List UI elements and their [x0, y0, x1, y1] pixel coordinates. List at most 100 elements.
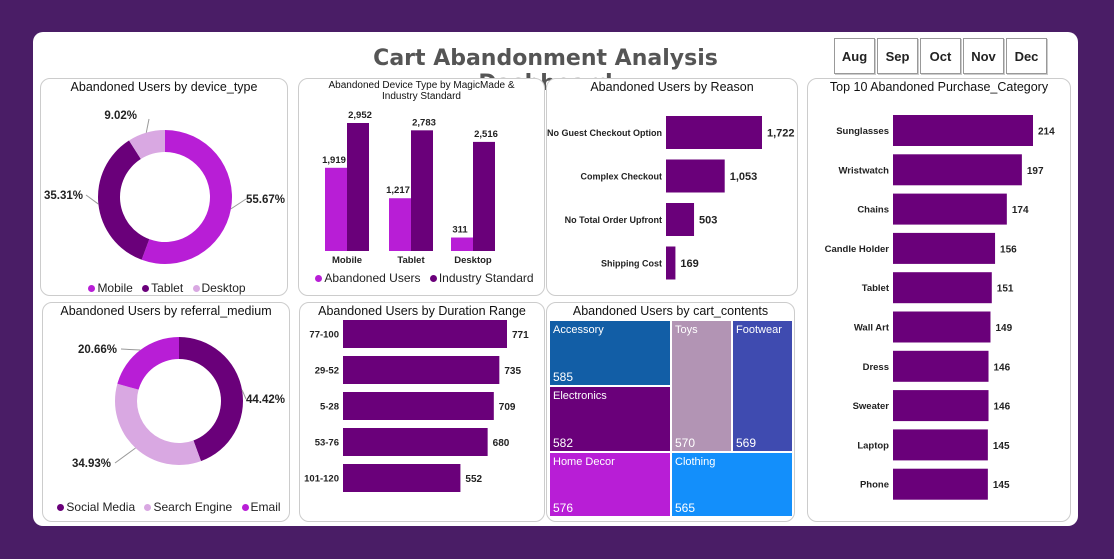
bar [343, 428, 488, 456]
dashboard: Cart Abandonment Analysis Dashboard Aug … [33, 32, 1078, 526]
data-label: 174 [1012, 205, 1029, 216]
data-label: 149 [995, 323, 1012, 334]
leader-line [120, 348, 141, 351]
legend-item: Search Engine [153, 500, 233, 514]
tile-value: 569 [736, 436, 757, 450]
donut-slice [117, 337, 179, 390]
month-button-sep[interactable]: Sep [877, 38, 918, 74]
bar [343, 392, 494, 420]
cart-title: Abandoned Users by cart_contents [572, 304, 769, 318]
leader-line [85, 194, 99, 205]
legend-dot-icon [192, 285, 200, 293]
bar [893, 154, 1022, 186]
tile-value: 570 [675, 436, 696, 450]
bar [347, 123, 369, 251]
tick-label: 77-100 [309, 330, 339, 341]
category-panel: Top 10 Abandoned Purchase_Category Sungl… [807, 78, 1071, 522]
tick-label: Dress [863, 362, 889, 373]
cart-treemap: Accessory 585 Electronics 582 Home Decor 576 T… [549, 320, 793, 517]
leader-line [145, 118, 150, 133]
month-button-dec[interactable]: Dec [1006, 38, 1047, 74]
legend-item: Email [250, 500, 281, 514]
duration-title: Abandoned Users by Duration Range [318, 304, 526, 318]
legend-dot-icon [142, 285, 150, 293]
legend-dot-icon [315, 275, 323, 283]
referral-legend: Social Media Search Engine Email [43, 500, 289, 514]
data-label: 146 [994, 402, 1011, 413]
bar [893, 193, 1007, 225]
tile-label: Clothing [675, 456, 716, 468]
magicmade-legend: Abandoned Users Industry Standard [299, 271, 544, 285]
reason-chart: No Guest Checkout Option 1,722 Complex Che… [547, 116, 795, 280]
data-label: 9.02% [104, 110, 137, 122]
referral-chart: 44.42% 34.93% 20.66% [72, 337, 285, 470]
referral-title: Abandoned Users by referral_medium [60, 304, 272, 318]
magicmade-title: Abandoned Device Type by MagicMade & Ind… [328, 80, 515, 102]
tick-label: Tablet [397, 255, 425, 266]
tick-label: Complex Checkout [580, 172, 662, 182]
data-label: 44.42% [246, 394, 285, 406]
data-label: 2,952 [348, 110, 372, 121]
donut-slice [141, 130, 233, 264]
tick-label: Tablet [862, 283, 890, 294]
month-button-aug[interactable]: Aug [834, 38, 875, 74]
data-label: 35.31% [44, 190, 83, 202]
data-label: 1,722 [767, 128, 795, 140]
month-button-nov[interactable]: Nov [963, 38, 1004, 74]
legend-dot-icon [144, 504, 152, 512]
tick-label: No Total Order Upfront [565, 215, 662, 225]
cart-panel: Abandoned Users by cart_contents Accesso… [546, 302, 795, 522]
bar [666, 203, 695, 236]
donut-slice [129, 130, 165, 160]
tile-value: 576 [553, 501, 574, 515]
treemap-tile: Accessory 585 [549, 320, 671, 386]
tick-label: Candle Holder [825, 244, 890, 255]
bar [666, 159, 725, 193]
data-label: 55.67% [246, 194, 285, 206]
legend-item: Desktop [201, 281, 246, 295]
device-type-panel: Abandoned Users by device_type 55.67% 35.… [40, 78, 288, 296]
tick-label: Shipping Cost [601, 259, 662, 269]
bar [411, 130, 433, 251]
magicmade-chart: 1,919 2,952 Mobile 1,217 2,783 Tablet 311 2,516… [322, 110, 498, 266]
tile-value: 565 [675, 501, 696, 515]
magicmade-panel: Abandoned Device Type by MagicMade & Ind… [298, 78, 545, 296]
data-label: 709 [499, 402, 516, 413]
bar [893, 429, 988, 461]
donut-slice [115, 383, 201, 465]
tick-label: Chains [857, 205, 889, 216]
bar [325, 167, 347, 251]
legend-item: Industry Standard [438, 271, 534, 285]
data-label: 1,053 [730, 171, 758, 183]
data-label: 1,919 [322, 155, 346, 166]
legend-item: Abandoned Users [324, 271, 421, 285]
reason-title: Abandoned Users by Reason [590, 80, 754, 94]
tick-label: No Guest Checkout Option [547, 128, 662, 138]
data-label: 2,516 [474, 129, 498, 140]
tick-label: 5-28 [320, 402, 339, 413]
data-label: 146 [994, 362, 1011, 373]
data-label: 151 [997, 284, 1014, 295]
legend-dot-icon [241, 504, 249, 512]
tile-label: Electronics [553, 390, 607, 402]
device-type-legend: Mobile Tablet Desktop [41, 281, 287, 295]
tile-label: Toys [675, 324, 698, 336]
bar [389, 198, 411, 251]
month-button-oct[interactable]: Oct [920, 38, 961, 74]
tile-value: 582 [553, 436, 574, 450]
bar [893, 350, 989, 382]
bar [343, 356, 500, 384]
data-label: 771 [512, 330, 529, 341]
tick-label: Laptop [857, 440, 889, 451]
tile-label: Home Decor [553, 456, 615, 468]
tick-label: 53-76 [315, 438, 339, 449]
referral-panel: Abandoned Users by referral_medium 44.42… [42, 302, 290, 522]
data-label: 145 [993, 441, 1010, 452]
tick-label: Sunglasses [836, 126, 889, 137]
tile-value: 585 [553, 370, 574, 384]
legend-item: Social Media [66, 500, 136, 514]
bar [893, 390, 989, 422]
data-label: 552 [465, 474, 482, 485]
data-label: 214 [1038, 127, 1055, 138]
treemap-tile: Clothing 565 [671, 452, 793, 517]
